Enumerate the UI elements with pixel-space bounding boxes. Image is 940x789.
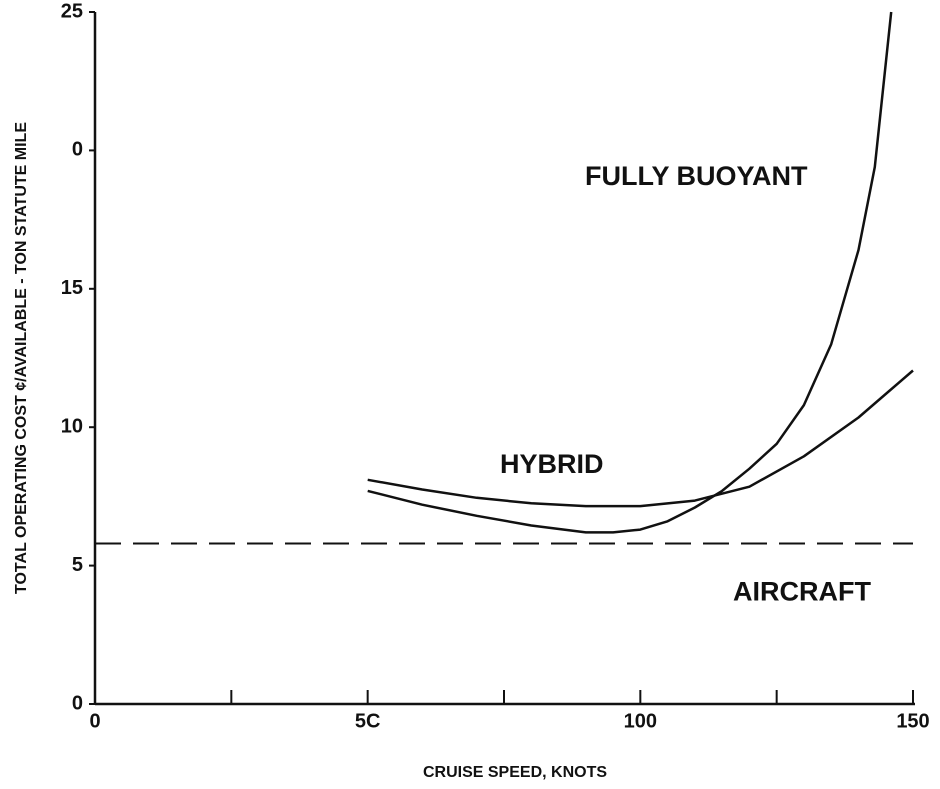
series-line [367,369,914,508]
y-tick-label: 10 [61,415,83,437]
series-label: FULLY BUOYANT [585,161,808,191]
x-tick-label: 100 [624,710,657,732]
series-line [367,11,893,534]
series-label: HYBRID [500,449,604,479]
y-tick-label: 5 [72,554,83,576]
y-tick-label: 0 [72,139,83,161]
x-tick-label: 0 [89,710,100,732]
y-tick-label: 15 [61,277,83,299]
x-axis-title: CRUISE SPEED, KNOTS [423,764,607,781]
x-tick-label: 5C [355,710,381,732]
y-tick-label: 25 [61,0,83,22]
y-tick-label: 0 [72,692,83,714]
reference-label: AIRCRAFT [733,577,871,607]
x-tick-label: 150 [896,710,929,732]
y-axis-title: TOTAL OPERATING COST ¢/AVAILABLE - TON S… [13,122,30,594]
